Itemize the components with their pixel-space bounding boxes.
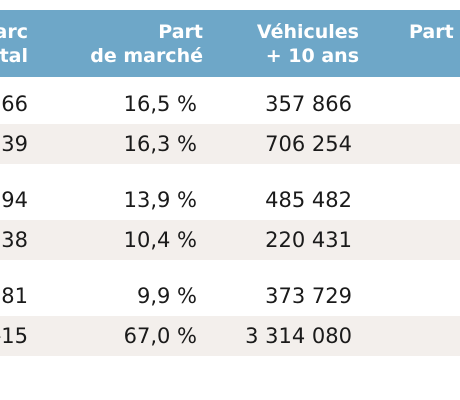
table-row-total: -15 67,0 % 3 314 080	[0, 316, 460, 356]
cell-part-de-marche: 9,9 %	[136, 284, 197, 308]
cell-parc: 38	[1, 228, 28, 252]
header-part-2: Part	[409, 21, 454, 43]
table-row: 66 16,5 % 357 866	[0, 84, 460, 124]
cell-vehicules: 706 254	[265, 132, 352, 156]
table-row: 94 13,9 % 485 482	[0, 180, 460, 220]
table-header: arc tal Part de marché Véhicules + 10 an…	[0, 10, 460, 77]
header-parc-total: arc tal	[0, 21, 28, 67]
cell-parc: 39	[1, 132, 28, 156]
table-row: 81 9,9 % 373 729	[0, 276, 460, 316]
cell-part-de-marche: 13,9 %	[123, 188, 197, 212]
cell-parc: -15	[0, 324, 28, 348]
table-row: 38 10,4 % 220 431	[0, 220, 460, 260]
cell-parc: 81	[1, 284, 28, 308]
cell-part-de-marche: 16,3 %	[123, 132, 197, 156]
header-part-de-marche: Part de marché	[90, 21, 203, 67]
cell-vehicules: 373 729	[265, 284, 352, 308]
cell-vehicules: 3 314 080	[245, 324, 352, 348]
cell-part-de-marche: 67,0 %	[123, 324, 197, 348]
cell-parc: 94	[1, 188, 28, 212]
cell-part-de-marche: 16,5 %	[123, 92, 197, 116]
cell-vehicules: 357 866	[265, 92, 352, 116]
cell-parc: 66	[1, 92, 28, 116]
table-row: 39 16,3 % 706 254	[0, 124, 460, 164]
cell-vehicules: 220 431	[265, 228, 352, 252]
cell-vehicules: 485 482	[265, 188, 352, 212]
header-vehicules-plus-10-ans: Véhicules + 10 ans	[256, 21, 359, 67]
cell-part-de-marche: 10,4 %	[123, 228, 197, 252]
